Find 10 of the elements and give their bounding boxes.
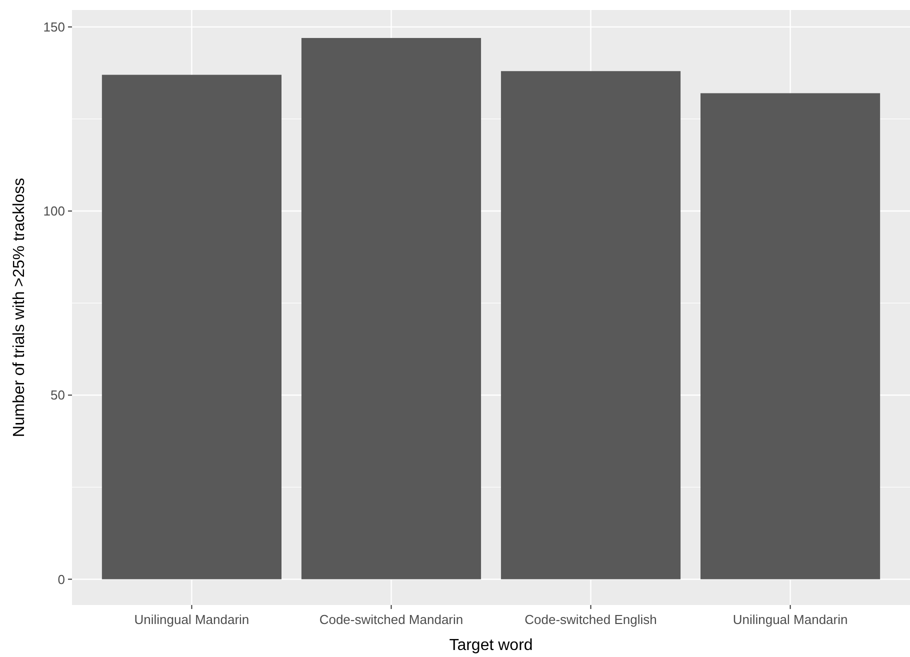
x-tick-label: Unilingual Mandarin (134, 612, 250, 627)
x-tick-label: Unilingual Mandarin (732, 612, 848, 627)
x-tick-label: Code-switched English (524, 612, 657, 627)
y-tick-label: 100 (43, 204, 65, 219)
y-tick-label: 0 (58, 572, 65, 587)
y-axis-title: Number of trials with >25% trackloss (11, 178, 28, 438)
y-tick-label: 50 (50, 388, 65, 403)
x-tick-label: Code-switched Mandarin (319, 612, 464, 627)
x-axis-title: Target word (449, 637, 533, 654)
y-tick-label: 150 (43, 19, 65, 34)
